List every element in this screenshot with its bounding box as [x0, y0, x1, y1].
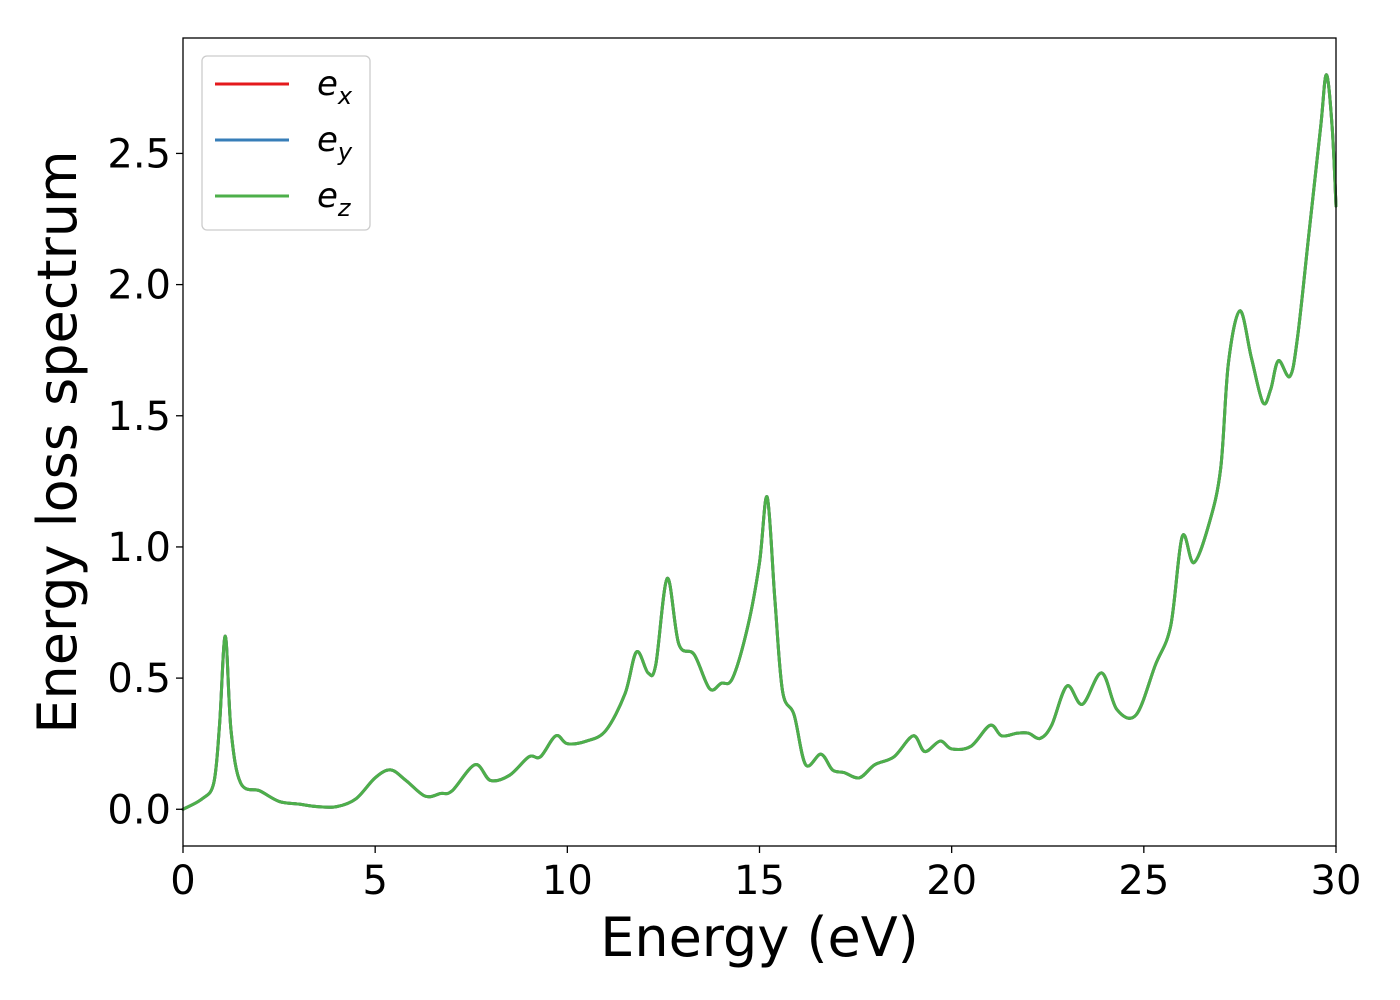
y-axis-ticks: 0.0 0.5 1.0 1.5 2.0 2.5	[107, 131, 183, 833]
y-tick-label: 1.5	[107, 394, 171, 440]
y-tick-label: 2.0	[107, 263, 171, 309]
y-axis-label: Energy loss spectrum	[26, 150, 89, 733]
y-tick-label: 2.5	[107, 131, 171, 177]
y-tick-label: 0.5	[107, 656, 171, 702]
x-tick-label: 5	[362, 858, 387, 904]
x-tick-label: 30	[1311, 858, 1362, 904]
x-tick-label: 20	[926, 858, 977, 904]
legend-box	[201, 55, 371, 231]
y-tick-label: 1.0	[107, 525, 171, 571]
plot-background	[183, 38, 1336, 846]
x-axis-ticks: 0 5 10 15 20 25 30	[170, 846, 1361, 904]
y-tick-label: 0.0	[107, 787, 171, 833]
x-tick-label: 25	[1118, 858, 1169, 904]
x-tick-label: 10	[542, 858, 593, 904]
x-tick-label: 15	[734, 858, 785, 904]
x-axis-label: Energy (eV)	[600, 906, 919, 969]
series-layer	[181, 73, 1338, 811]
x-tick-label: 0	[170, 858, 195, 904]
series-line-ez	[181, 73, 1338, 811]
